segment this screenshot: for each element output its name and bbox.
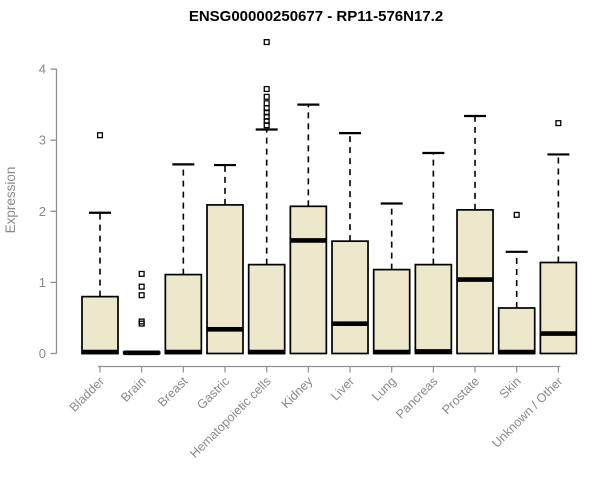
x-tick-label-pancreas: Pancreas (393, 374, 440, 421)
iqr-box (81, 295, 119, 355)
plot-area (81, 39, 578, 356)
boxplot-pancreas (414, 151, 453, 355)
outlier-point (263, 93, 270, 100)
x-tick-label-liver: Liver (328, 374, 357, 403)
y-tick-label: 3 (39, 133, 46, 148)
outlier-point (263, 100, 270, 107)
x-tick-label-gastric: Gastric (194, 374, 232, 412)
x-tick-label-lung: Lung (369, 374, 399, 404)
outlier-point (513, 211, 520, 218)
outlier-point (138, 283, 145, 290)
y-tick-label: 4 (39, 62, 46, 77)
y-tick-label: 1 (39, 275, 46, 290)
x-tick-label-hematopoietic-cells: Hematopoietic cells (187, 374, 274, 461)
boxplot-kidney (289, 103, 328, 355)
outlier-point (138, 270, 145, 277)
y-axis-label: Expression (3, 167, 18, 234)
outlier-point (555, 120, 562, 127)
boxplot-lung (372, 202, 411, 355)
boxplot-prostate (456, 114, 494, 355)
iqr-box (497, 307, 536, 355)
boxplot-unknown-other (539, 120, 578, 355)
x-tick-label-kidney: Kidney (279, 374, 316, 411)
y-tick-label: 0 (39, 346, 46, 361)
iqr-box (331, 240, 369, 355)
boxplot-brain (122, 270, 161, 356)
boxplot-liver (331, 131, 369, 355)
y-axis: 0 1 2 3 4 (39, 62, 58, 361)
x-tick-label-skin: Skin (497, 374, 524, 401)
y-tick-label: 2 (39, 204, 46, 219)
boxplot-bladder (81, 132, 119, 355)
boxplot-hematopoietic-cells (247, 39, 286, 355)
boxplot-breast (164, 163, 203, 355)
x-tick-label-breast: Breast (155, 374, 191, 410)
iqr-box (539, 261, 578, 355)
iqr-box (414, 263, 453, 355)
iqr-box (372, 268, 411, 355)
x-tick-label-prostate: Prostate (439, 374, 482, 417)
outlier-point (263, 39, 270, 46)
iqr-box (247, 263, 286, 355)
x-tick-label-bladder: Bladder (67, 374, 107, 414)
outlier-point (138, 292, 145, 299)
x-tick-label-brain: Brain (118, 374, 149, 405)
boxplot-gastric (206, 163, 244, 355)
chart-title: ENSG00000250677 - RP11-576N17.2 (189, 8, 443, 25)
outlier-point (138, 318, 145, 325)
x-tick-label-unknown-other: Unknown / Other (489, 374, 565, 450)
iqr-box (289, 205, 328, 355)
boxplot-skin (497, 211, 536, 355)
outlier-point (96, 132, 104, 139)
outlier-point (263, 85, 270, 93)
iqr-box (164, 273, 203, 355)
